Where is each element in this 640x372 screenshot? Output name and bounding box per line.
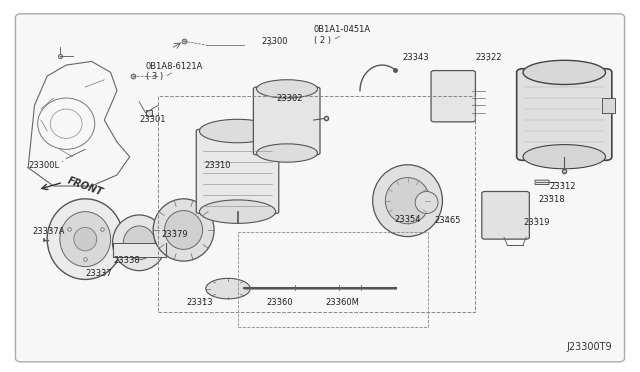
Ellipse shape — [47, 199, 124, 279]
Ellipse shape — [164, 211, 203, 249]
Bar — [113, 243, 166, 257]
Text: 23319: 23319 — [523, 217, 550, 227]
Ellipse shape — [60, 212, 111, 267]
Text: 23312: 23312 — [550, 182, 576, 191]
FancyBboxPatch shape — [482, 192, 529, 239]
Ellipse shape — [257, 80, 317, 98]
Text: 23313: 23313 — [187, 298, 213, 307]
Text: 0B1A8-6121A
( 3 ): 0B1A8-6121A ( 3 ) — [145, 62, 203, 81]
FancyBboxPatch shape — [516, 69, 612, 160]
Ellipse shape — [74, 227, 97, 251]
Text: 23337: 23337 — [85, 269, 112, 279]
Ellipse shape — [523, 60, 605, 84]
Ellipse shape — [200, 119, 276, 143]
Ellipse shape — [124, 226, 155, 260]
Ellipse shape — [385, 177, 429, 224]
Text: 23360M: 23360M — [325, 298, 359, 307]
Text: 23360: 23360 — [266, 298, 292, 307]
Text: 23337A: 23337A — [32, 227, 65, 236]
Text: J23300T9: J23300T9 — [566, 341, 612, 352]
Text: 0B1A1-0451A
( 2 ): 0B1A1-0451A ( 2 ) — [314, 25, 371, 45]
Text: 23338: 23338 — [114, 256, 141, 264]
Bar — [237, 232, 428, 327]
Text: 23310: 23310 — [205, 161, 231, 170]
Text: 23300L: 23300L — [28, 161, 63, 170]
Ellipse shape — [206, 278, 250, 299]
Bar — [158, 96, 476, 312]
Text: 23318: 23318 — [539, 195, 566, 205]
Text: 23322: 23322 — [476, 53, 502, 62]
FancyBboxPatch shape — [15, 14, 625, 362]
Bar — [602, 98, 615, 113]
FancyBboxPatch shape — [253, 87, 320, 155]
Ellipse shape — [200, 200, 276, 223]
Text: 23343: 23343 — [403, 53, 429, 62]
Text: 23301: 23301 — [139, 115, 166, 124]
Text: 23465: 23465 — [434, 216, 461, 225]
Text: 23379: 23379 — [161, 229, 188, 239]
Ellipse shape — [372, 165, 442, 237]
Text: 23302: 23302 — [277, 93, 303, 103]
Ellipse shape — [523, 145, 605, 169]
Ellipse shape — [257, 144, 317, 162]
Text: 23300: 23300 — [262, 37, 288, 46]
Ellipse shape — [113, 215, 166, 271]
Ellipse shape — [415, 192, 438, 214]
Text: 23354: 23354 — [395, 215, 421, 224]
Text: FRONT: FRONT — [66, 176, 104, 198]
FancyBboxPatch shape — [196, 129, 279, 214]
FancyBboxPatch shape — [535, 180, 549, 185]
Ellipse shape — [153, 199, 214, 261]
FancyBboxPatch shape — [431, 71, 476, 122]
